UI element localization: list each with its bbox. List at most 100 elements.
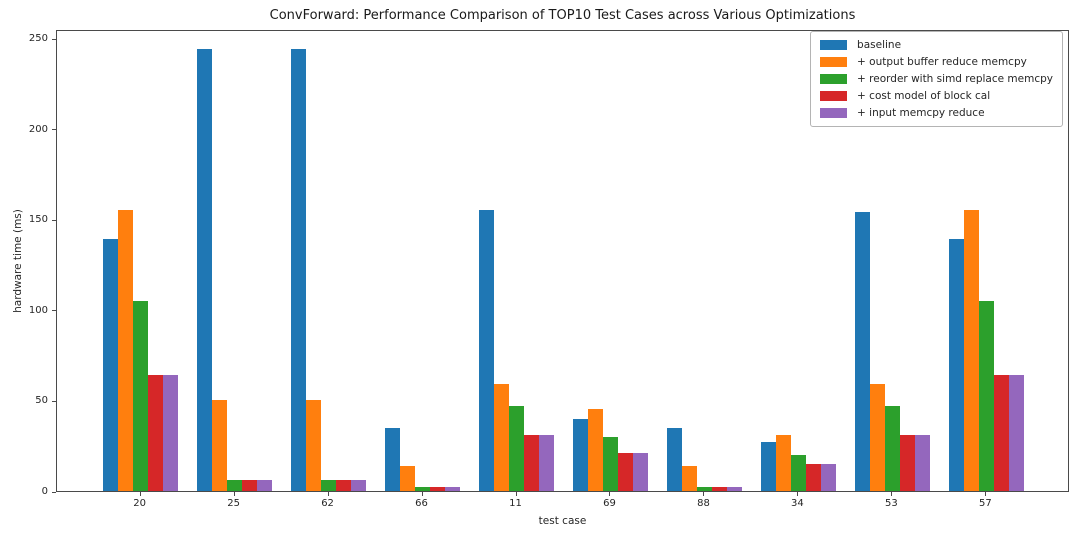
bar (524, 434, 540, 491)
bar (1008, 375, 1024, 491)
x-tick-label: 11 (509, 498, 522, 509)
bar (978, 300, 994, 491)
bar (290, 48, 307, 491)
bar (963, 210, 979, 491)
x-tick-mark (515, 492, 517, 496)
legend-swatch-icon (820, 90, 848, 101)
bar (666, 427, 682, 491)
x-tick-label: 34 (791, 498, 804, 509)
x-tick-mark (703, 492, 705, 496)
y-tick-label: 100 (28, 304, 48, 316)
legend-label: + input memcpy reduce (857, 106, 985, 119)
bar (445, 487, 461, 491)
x-tick-label: 62 (321, 498, 334, 509)
y-tick-label: 50 (35, 395, 48, 407)
legend-item: + output buffer reduce memcpy (820, 55, 1053, 70)
bar (775, 434, 791, 491)
bar (696, 487, 712, 491)
bar (212, 400, 228, 491)
bar (760, 442, 776, 491)
x-tick-label: 20 (133, 498, 146, 509)
bar (306, 400, 322, 491)
legend-item: + reorder with simd replace memcpy (820, 72, 1053, 87)
bar (572, 418, 588, 491)
legend-item: + input memcpy reduce (820, 106, 1053, 121)
legend: baseline + output buffer reduce memcpy + r… (810, 31, 1063, 128)
y-tick-mark (52, 491, 56, 493)
y-tick-mark (52, 129, 56, 131)
x-tick-mark (233, 492, 235, 496)
legend-swatch-icon (820, 107, 848, 118)
bar (478, 210, 494, 491)
y-tick-label: 150 (28, 214, 48, 226)
y-tick-mark (52, 38, 56, 40)
bar (948, 239, 964, 491)
bar (869, 384, 885, 491)
x-tick-label: 66 (415, 498, 428, 509)
bar (805, 463, 821, 491)
legend-label: + output buffer reduce memcpy (857, 56, 1027, 69)
bar (618, 452, 634, 491)
bar (587, 409, 603, 491)
legend-item: + cost model of block cal (820, 89, 1053, 104)
legend-label: + cost model of block cal (857, 89, 991, 102)
bar (430, 487, 446, 491)
bar (820, 463, 836, 491)
x-tick-mark (891, 492, 893, 496)
y-tick-label: 200 (28, 123, 48, 135)
bar (321, 480, 337, 491)
bar (914, 434, 930, 491)
legend-label: + reorder with simd replace memcpy (857, 73, 1053, 86)
bar (336, 480, 352, 491)
chart-title: ConvForward: Performance Comparison of T… (269, 8, 856, 23)
bar (384, 427, 400, 491)
bar (103, 239, 119, 491)
bar (508, 405, 525, 491)
x-tick-label: 53 (885, 498, 898, 509)
bar (257, 480, 273, 491)
bar (197, 48, 213, 491)
y-tick-label: 0 (41, 486, 48, 497)
x-tick-mark (985, 492, 987, 496)
bar (884, 405, 900, 491)
bar (790, 454, 806, 491)
bar (227, 480, 243, 491)
x-tick-mark (609, 492, 611, 496)
bar (399, 465, 416, 491)
x-tick-label: 25 (227, 498, 240, 509)
legend-swatch-icon (820, 74, 848, 85)
x-tick-label: 57 (978, 498, 992, 509)
bar (633, 452, 649, 491)
y-tick-label: 250 (28, 33, 48, 45)
x-tick-label: 88 (697, 498, 710, 509)
bar (681, 465, 697, 491)
bar (493, 384, 509, 491)
x-axis-label: test case (538, 515, 587, 527)
bar (539, 434, 555, 491)
bar (415, 487, 431, 491)
legend-label: baseline (857, 39, 902, 52)
x-tick-mark (139, 492, 141, 496)
bar (899, 434, 915, 491)
bar (133, 300, 149, 491)
bar (602, 436, 618, 491)
y-tick-mark (52, 219, 56, 221)
bar (351, 480, 367, 491)
y-tick-mark (52, 400, 56, 402)
bar (242, 480, 258, 491)
bar (993, 375, 1009, 491)
bar (711, 487, 727, 491)
y-tick-mark (52, 310, 56, 312)
legend-swatch-icon (820, 40, 848, 51)
x-tick-mark (327, 492, 329, 496)
bar (148, 375, 164, 491)
legend-item: baseline (820, 38, 1053, 53)
x-tick-mark (797, 492, 799, 496)
bar (118, 210, 134, 491)
bar (854, 212, 870, 491)
x-tick-mark (421, 492, 423, 496)
bar (163, 375, 179, 491)
x-tick-label: 69 (603, 498, 616, 509)
legend-swatch-icon (820, 57, 848, 68)
